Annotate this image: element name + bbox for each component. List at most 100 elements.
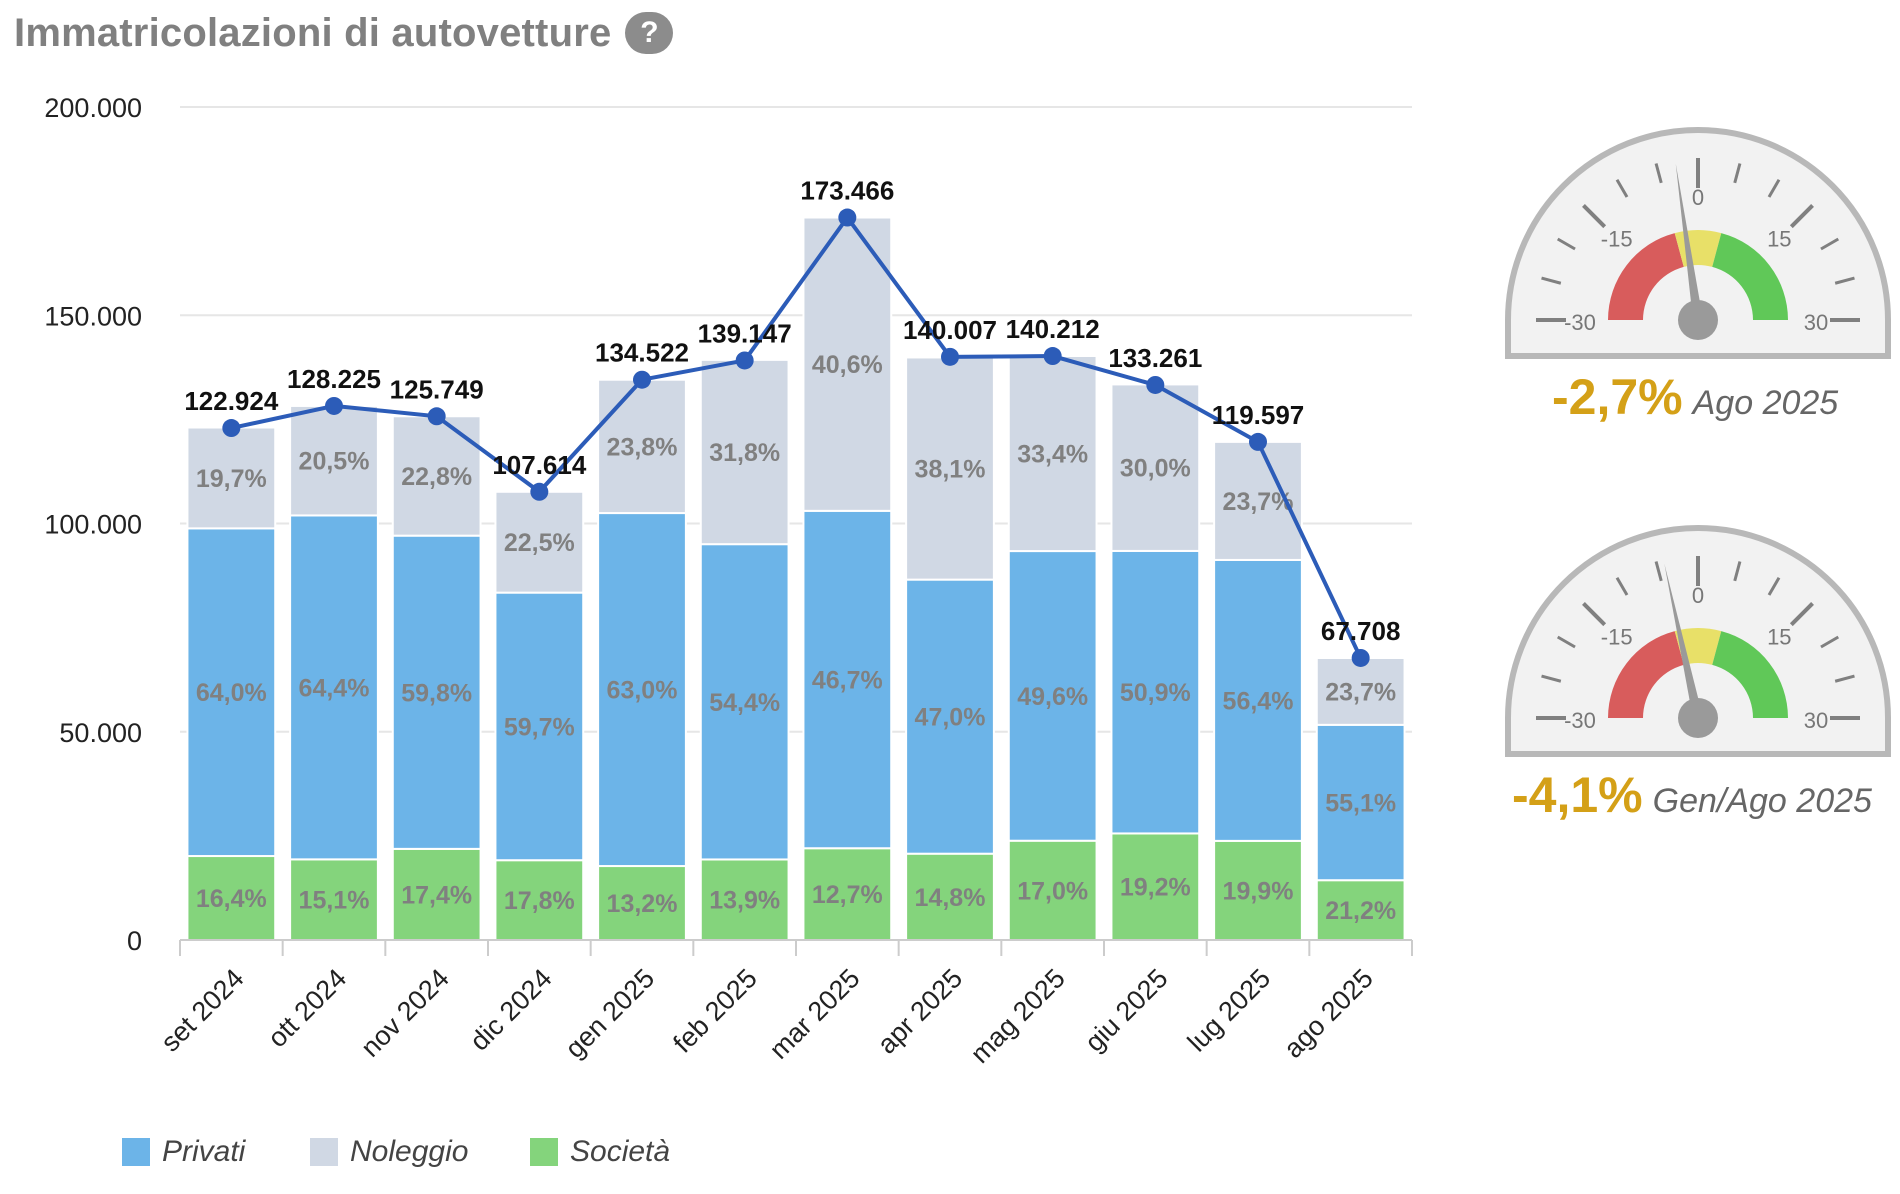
x-tick-label: giu 2025 [1079,963,1173,1057]
gauge-tick [1556,635,1576,649]
bar-label-noleggio: 38,1% [915,456,986,484]
bar-label-privati: 64,0% [196,679,267,707]
gauge-tick-label: 0 [1692,185,1704,210]
gauge-tick [1733,561,1742,582]
total-point [735,351,754,370]
bar-label-privati: 46,7% [812,667,883,695]
title-row: Immatricolazioni di autovetture ? [14,8,674,58]
total-point [530,482,549,501]
bar-noleggio [597,378,687,515]
gauge-tick [1733,163,1742,184]
x-tick-label: set 2024 [155,963,249,1057]
legend-item-privati[interactable]: Privati [122,1135,245,1169]
legend-label-noleggio: Noleggio [350,1135,469,1168]
bar-privati [1315,723,1406,882]
y-tick-label: 200.000 [44,93,142,123]
gauge-band-red [1608,631,1684,718]
gauge-band-green [1712,631,1788,718]
bar-label-noleggio: 22,8% [401,463,472,491]
bar-label-noleggio: 30,0% [1120,455,1191,483]
total-label: 125.749 [390,374,484,404]
bar-label-societa: 16,4% [196,885,267,913]
y-tick-label: 100.000 [44,510,142,540]
bar-noleggio [1315,656,1406,726]
bar-privati [597,512,687,868]
total-label: 173.466 [800,176,894,206]
bar-label-societa: 15,1% [299,887,370,915]
x-tick-label: mar 2025 [764,963,866,1065]
bar-label-noleggio: 40,6% [812,351,883,379]
bar-societa [1213,839,1303,942]
bar-societa [1315,879,1406,942]
bar-label-noleggio: 23,8% [607,433,678,461]
gauge-tick-label: -30 [1564,708,1596,733]
x-tick-label: apr 2025 [872,963,969,1060]
x-tick-label: dic 2024 [464,963,557,1056]
bar-label-societa: 19,2% [1120,874,1191,902]
bar-societa [289,858,379,941]
gauge-tick-label: -15 [1601,625,1633,650]
total-point [633,370,651,389]
bar-societa [905,852,995,942]
bar-societa [1007,839,1098,942]
bar-privati [1213,558,1303,842]
total-label: 140.212 [1006,314,1100,344]
total-label: 128.225 [287,364,381,394]
gauge-tick-label: 15 [1767,625,1791,650]
y-tick-label: 50.000 [59,718,142,748]
bar-privati [699,543,790,861]
bar-label-privati: 63,0% [607,677,678,705]
total-line [230,214,1363,659]
total-point [1043,347,1062,366]
bar-label-societa: 13,9% [709,887,780,915]
bar-label-privati: 59,8% [401,679,472,707]
gauge-tick [1767,576,1781,596]
gauge-tick-label: 30 [1804,310,1828,335]
bar-label-societa: 21,2% [1325,897,1396,925]
gauge-tick-label: 30 [1804,708,1828,733]
total-label: 122.924 [184,386,279,416]
gauge-tick [1541,674,1562,683]
bar-label-noleggio: 22,5% [504,529,575,557]
total-label: 107.614 [492,450,587,480]
legend-swatch-societa [530,1138,558,1166]
legend-item-societa[interactable]: Società [530,1135,670,1169]
bar-noleggio [699,358,790,546]
gauge-monthly-value: -2,7% [1552,369,1683,425]
bar-line-chart: 0 50.000 100.000 150.000 200.000 16,4% 64,0% 19… [44,93,1413,1069]
gauge-tick [1582,204,1607,229]
chart-title: Immatricolazioni di autovetture [14,10,612,55]
bar-privati [1007,550,1098,842]
total-point [1351,648,1370,667]
bar-noleggio [186,426,277,530]
gauge-tick [1654,561,1663,582]
total-label: 134.522 [595,338,689,368]
gauge-tick-label: 0 [1692,583,1704,608]
gauge-hub [1678,300,1718,340]
gauge-tick [1556,237,1576,251]
gauge-monthly-period: Ago 2025 [1692,384,1839,422]
x-tick-label: feb 2025 [667,963,763,1059]
bar-societa [597,865,687,941]
gauge-tick [1789,602,1814,627]
legend-label-societa: Società [570,1135,671,1168]
gauge-tick [1582,602,1607,627]
gauge-monthly-caption: -2,7% Ago 2025 [1552,368,1838,426]
bar-label-societa: 19,9% [1223,877,1294,905]
gauge-ytd: -30 -15 0 15 30 [1498,518,1898,763]
x-tick-label: gen 2025 [559,963,660,1064]
bar-societa [494,859,585,941]
bar-label-privati: 50,9% [1120,679,1191,707]
x-tick-label: ago 2025 [1278,963,1379,1064]
help-button[interactable]: ? [625,12,674,54]
bar-label-noleggio: 20,5% [299,448,370,476]
legend-label-privati: Privati [162,1135,246,1168]
bar-societa [391,847,482,942]
gauge-needle [1675,163,1703,321]
bar-privati [186,527,277,858]
x-tick-label: lug 2025 [1182,963,1276,1057]
y-tick-label: 0 [127,926,142,956]
x-tick-label: ott 2024 [262,963,352,1053]
legend-item-noleggio[interactable]: Noleggio [310,1135,468,1169]
gauge-needle [1664,563,1703,720]
